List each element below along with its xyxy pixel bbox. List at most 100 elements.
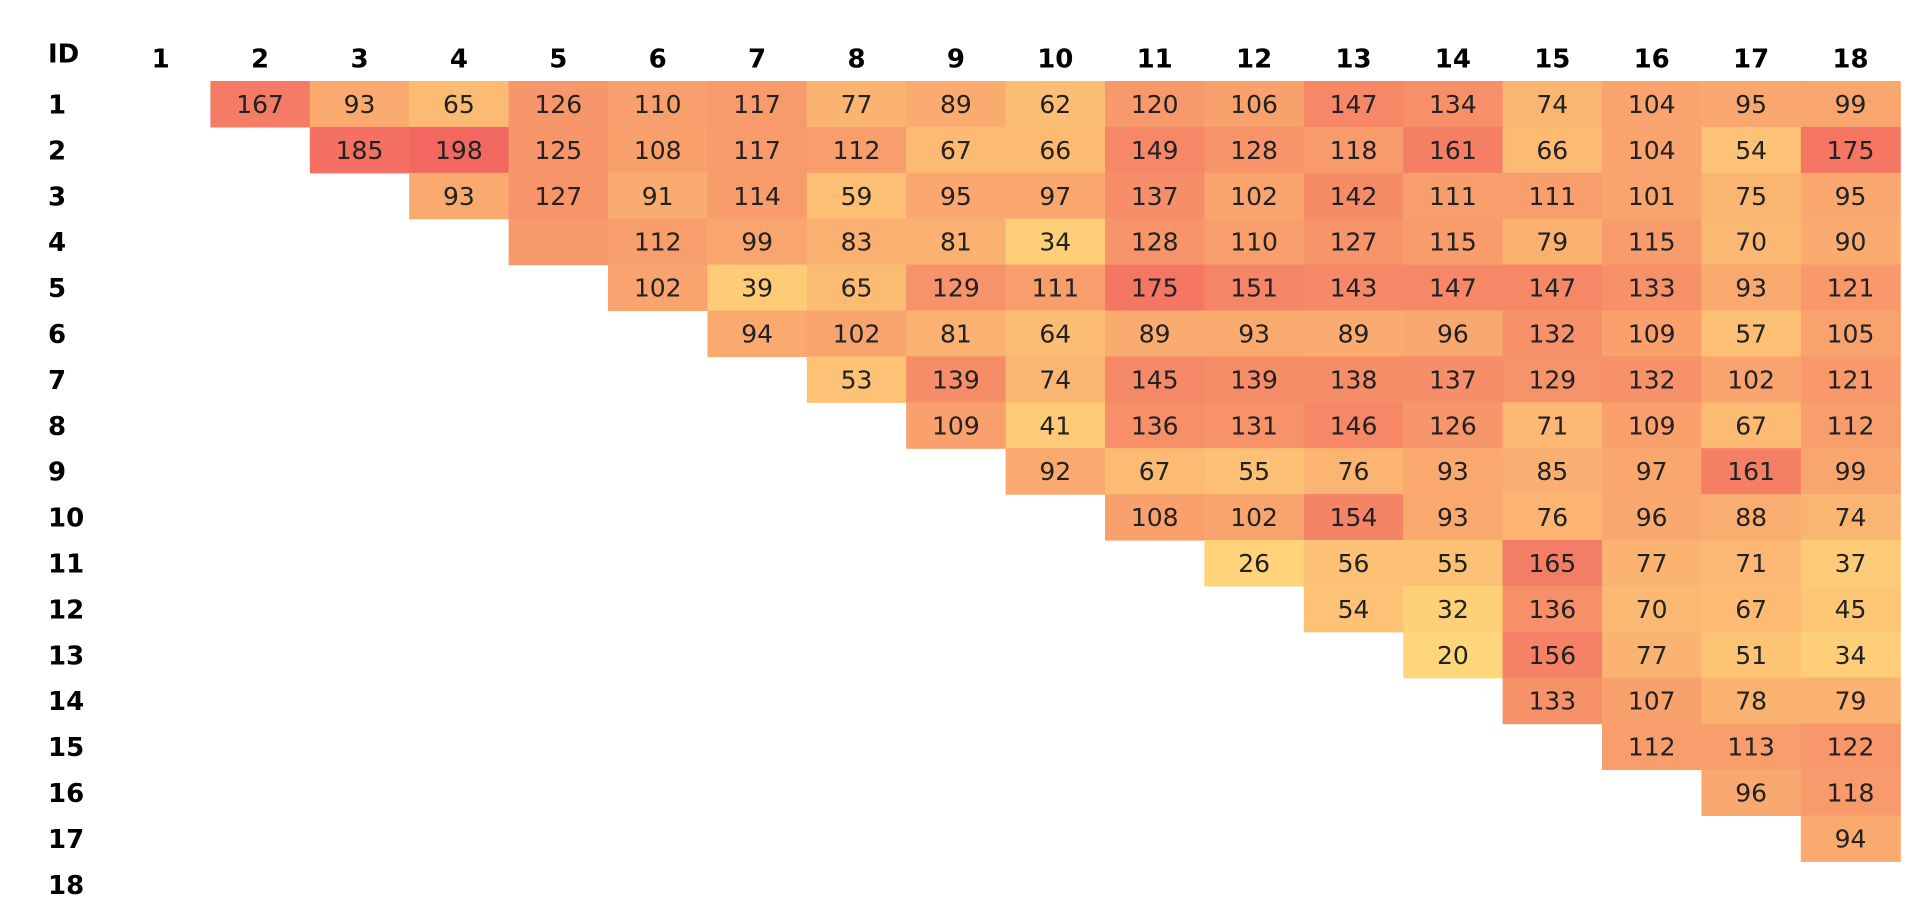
cell-value-11-16: 77 (1636, 549, 1668, 578)
cell-value-6-9: 81 (940, 319, 972, 348)
cell-value-6-7: 94 (741, 319, 773, 348)
column-header-10: 10 (1037, 45, 1073, 75)
cell-6-12 (1204, 310, 1305, 357)
cell-7-9 (906, 356, 1007, 403)
cell-value-2-11: 149 (1131, 136, 1179, 165)
cell-10-16 (1602, 494, 1702, 541)
cell-3-10 (1005, 172, 1106, 220)
cell-12-16 (1602, 585, 1702, 633)
cell-1-6 (608, 81, 708, 128)
cell-value-1-15: 74 (1536, 90, 1568, 119)
cell-1-5 (508, 81, 609, 128)
heatmap-labels: ID 1 2 3 4 5 6 7 8 9 10 11 12 13 14 15 16 17 181 167 93 65 12… (48, 40, 1874, 901)
cell-value-11-17: 71 (1735, 549, 1767, 578)
row-header-9: 9 (48, 458, 66, 488)
cell-4-18 (1800, 218, 1901, 266)
cell-value-2-14: 161 (1429, 136, 1477, 165)
cell-value-14-16: 107 (1628, 687, 1676, 716)
cell-13-14 (1403, 631, 1504, 679)
cell-8-9 (906, 402, 1007, 449)
cell-14-15 (1502, 677, 1603, 725)
cell-value-1-12: 106 (1230, 90, 1278, 119)
cell-value-5-10: 111 (1031, 274, 1079, 303)
cell-value-1-10: 62 (1039, 90, 1071, 119)
cell-value-13-16: 77 (1636, 641, 1668, 670)
cell-value-7-9: 139 (932, 365, 980, 394)
cell-value-15-18: 122 (1827, 733, 1875, 762)
row-header-8: 8 (48, 412, 66, 442)
cell-9-17 (1701, 448, 1802, 495)
cell-value-3-18: 95 (1835, 182, 1867, 211)
cell-value-17-18: 94 (1835, 824, 1867, 853)
cell-14-18 (1800, 677, 1901, 725)
column-header-16: 16 (1634, 45, 1670, 75)
cell-value-14-17: 78 (1735, 687, 1767, 716)
cell-12-13 (1303, 585, 1404, 633)
cell-11-12 (1204, 540, 1305, 587)
cell-9-18 (1800, 448, 1901, 495)
cell-value-5-8: 65 (841, 274, 873, 303)
cell-9-12 (1204, 448, 1305, 495)
cell-value-3-5: 127 (534, 182, 582, 211)
cell-value-4-18: 90 (1835, 228, 1867, 257)
cell-5-14 (1403, 264, 1504, 312)
cell-4-15 (1502, 218, 1603, 266)
cell-value-16-18: 118 (1827, 778, 1875, 807)
cell-value-1-7: 117 (733, 90, 781, 119)
cell-5-15 (1502, 264, 1603, 312)
cell-16-17 (1701, 769, 1802, 816)
cell-value-8-12: 131 (1230, 411, 1278, 440)
cell-value-2-10: 66 (1039, 136, 1071, 165)
cell-value-5-18: 121 (1827, 274, 1875, 303)
cell-7-11 (1105, 356, 1205, 403)
cell-value-12-15: 136 (1528, 595, 1576, 624)
cell-3-18 (1800, 172, 1901, 220)
cell-value-3-10: 97 (1039, 182, 1071, 211)
cell-value-3-16: 101 (1628, 182, 1676, 211)
cell-value-1-9: 89 (940, 90, 972, 119)
cell-6-18 (1800, 310, 1901, 357)
column-header-2: 2 (251, 45, 269, 75)
cell-value-5-11: 175 (1131, 274, 1179, 303)
cell-value-9-16: 97 (1636, 457, 1668, 486)
cell-10-15 (1502, 494, 1603, 541)
cell-8-10 (1005, 402, 1106, 449)
cell-value-7-8: 53 (841, 365, 873, 394)
cell-value-9-15: 85 (1536, 457, 1568, 486)
cell-value-7-15: 129 (1528, 365, 1576, 394)
cell-value-5-16: 133 (1628, 274, 1676, 303)
cell-14-16 (1602, 677, 1702, 725)
cell-7-13 (1303, 356, 1404, 403)
cell-6-17 (1701, 310, 1802, 357)
cell-13-15 (1502, 631, 1603, 679)
cell-8-11 (1105, 402, 1205, 449)
cell-value-4-9: 81 (940, 228, 972, 257)
cell-4-5 (508, 218, 609, 266)
cell-3-9 (906, 172, 1007, 220)
row-header-1: 1 (48, 90, 66, 120)
cell-2-4 (409, 126, 510, 174)
cell-value-9-11: 67 (1139, 457, 1171, 486)
cell-4-17 (1701, 218, 1802, 266)
cell-value-7-17: 102 (1727, 365, 1775, 394)
cell-5-18 (1800, 264, 1901, 312)
cell-value-4-12: 110 (1230, 228, 1278, 257)
column-header-17: 17 (1733, 45, 1769, 75)
cell-1-14 (1403, 81, 1504, 128)
cell-7-17 (1701, 356, 1802, 403)
cell-value-1-2: 167 (236, 90, 284, 119)
cell-2-11 (1105, 126, 1205, 174)
cell-value-11-15: 165 (1528, 549, 1576, 578)
cell-4-12 (1204, 218, 1305, 266)
cell-9-13 (1303, 448, 1404, 495)
cell-1-10 (1005, 81, 1106, 128)
cell-10-17 (1701, 494, 1802, 541)
cell-value-8-16: 109 (1628, 411, 1676, 440)
cell-2-15 (1502, 126, 1603, 174)
row-header-3: 3 (48, 182, 66, 212)
cell-7-16 (1602, 356, 1702, 403)
cell-8-17 (1701, 402, 1802, 449)
cell-value-9-14: 93 (1437, 457, 1469, 486)
cell-value-10-12: 102 (1230, 503, 1278, 532)
cell-value-1-5: 126 (534, 90, 582, 119)
